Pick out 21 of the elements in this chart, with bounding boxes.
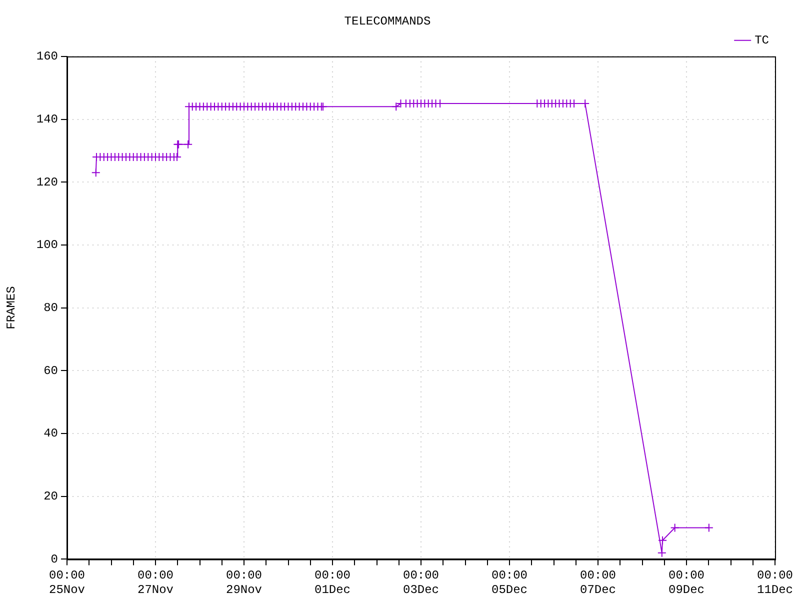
x-tick-label: 00:00 25Nov — [48, 568, 86, 597]
y-tick-label: 80 — [44, 300, 58, 315]
y-tick-label: 20 — [44, 490, 58, 504]
x-tick-label: 00:00 03Dec — [402, 568, 440, 597]
y-tick-label: 100 — [36, 238, 58, 252]
legend-label: TC — [754, 34, 770, 48]
y-tick-label: 160 — [36, 50, 58, 64]
y-tick-label: 120 — [36, 175, 58, 190]
y-tick-label: 60 — [44, 364, 58, 378]
x-tick-label: 00:00 07Dec — [580, 568, 616, 597]
y-tick-label: 0 — [50, 552, 58, 566]
x-tick-label: 00:00 11Dec — [756, 568, 794, 597]
x-tick-label: 00:00 01Dec — [314, 568, 351, 597]
x-tick-label: 00:00 05Dec — [491, 568, 528, 597]
y-axis-title: FRAMES — [4, 286, 18, 330]
x-tick-label: 00:00 27Nov — [137, 568, 174, 597]
y-tick-label: 40 — [44, 426, 58, 441]
chart-title: TELECOMMANDS — [344, 14, 431, 28]
y-tick-label: 140 — [36, 112, 58, 126]
x-tick-label: 00:00 29Nov — [226, 568, 262, 597]
x-tick-label: 00:00 09Dec — [668, 568, 705, 597]
